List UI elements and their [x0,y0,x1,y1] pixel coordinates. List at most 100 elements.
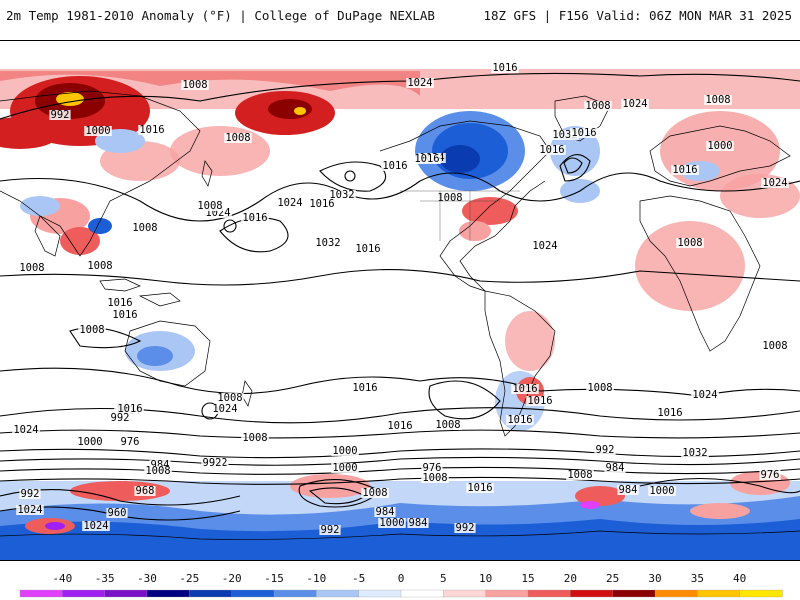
pressure-label-bg [201,458,223,468]
pressure-label: 984 [606,462,625,474]
pressure-label-bg [421,473,449,483]
legend-tick-label: -40 [52,572,72,585]
pressure-label: 1008 [87,260,112,272]
pressure-label-bg [82,521,110,531]
pressure-label: 1008 [362,487,387,499]
pressure-label-bg [381,161,409,171]
pressure-label: 984 [409,517,428,529]
legend-color-swatch [739,589,783,598]
legend-tick-label: -10 [306,572,326,585]
pressure-label-bg [584,101,612,111]
pressure-label-bg [116,404,144,414]
legend-color-swatch [62,589,106,598]
pressure-label-bg [308,199,336,209]
legend-color-swatch [654,589,698,598]
pressure-label-bg [407,518,429,528]
pressure-label: 1016 [507,414,532,426]
pressure-label: 1016 [355,243,380,255]
pressure-label: 1024 [13,424,38,436]
pressure-label-bg [671,165,699,175]
anomaly-map[interactable]: 1016 1024 1008 992 1000 1016 1008 1024 1032 1016 1… [0,41,800,560]
legend-color-swatch [485,589,529,598]
pressure-label-bg [466,483,494,493]
pressure-label-bg [617,485,639,495]
legend-tick-label: -15 [264,572,284,585]
legend-color-swatch [316,589,360,598]
pressure-label-bg [648,486,676,496]
pressure-label: 992 [456,522,475,534]
pressure-label-bg [109,413,131,423]
pressure-label-bg [78,325,106,335]
pressure-label-bg [691,390,719,400]
pressure-label: 1016 [527,395,552,407]
pressure-label-bg [621,99,649,109]
pressure-label-bg [538,145,566,155]
pressure-label: 1016 [672,164,697,176]
pressure-label-bg [16,505,44,515]
pressure-label: 1024 [407,77,432,89]
pressure-label-bg [594,445,616,455]
pressure-label: 992 [203,457,222,469]
pressure-label: 1000 [649,485,674,497]
pressure-label-bg [681,448,709,458]
pressure-label-bg [436,193,464,203]
pressure-label: 992 [596,444,615,456]
legend-tick-label: -30 [137,572,157,585]
pressure-label: 984 [376,506,395,518]
pressure-label-bg [566,470,594,480]
pressure-label-bg [49,110,71,120]
pressure-label-bg [704,95,732,105]
pressure-label-bg [331,463,359,473]
pressure-label: 1024 [17,504,42,516]
legend-tick-label: -20 [222,572,242,585]
pressure-label-bg [84,126,112,136]
legend-tick-label: 30 [648,572,661,585]
map-panel[interactable]: 1016 1024 1008 992 1000 1016 1008 1024 1032 1016 1… [0,40,800,561]
pressure-label: 1008 [242,432,267,444]
legend-color-swatch [400,589,444,598]
pressure-label-bg [526,396,554,406]
legend-color-swatch [697,589,741,598]
pressure-label-bg [19,489,41,499]
pressure-label-bg [241,213,269,223]
pressure-label: 1008 [585,100,610,112]
pressure-label: 1024 [277,197,302,209]
pressure-label-bg [413,154,441,164]
legend-tick-label: -5 [352,572,365,585]
pressure-label: 1016 [382,160,407,172]
pressure-label: 1024 [622,98,647,110]
pressure-label-bg [351,383,379,393]
pressure-label: 1008 [437,192,462,204]
pressure-label-bg [570,128,598,138]
pressure-label: 1016 [539,144,564,156]
pressure-label: 1008 [435,419,460,431]
pressure-label: 1016 [117,403,142,415]
pressure-label: 992 [21,488,40,500]
pressure-label-bg [378,518,406,528]
legend-color-swatch [189,589,233,598]
legend-color-swatch [443,589,487,598]
pressure-label: 1016 [352,382,377,394]
legend-tick-label: 20 [564,572,577,585]
legend-tick-label: -25 [179,572,199,585]
pressure-label-bg [706,141,734,151]
pressure-label: 1000 [332,462,357,474]
pressure-labels: 1016 1024 1008 992 1000 1016 1008 1024 1032 1016 1… [12,62,789,536]
pressure-label: 992 [51,109,70,121]
pressure-label: 992 [321,524,340,536]
pressure-label-bg [138,125,166,135]
pressure-label: 1016 [657,407,682,419]
pressure-label-bg [204,208,232,218]
pressure-label: 1032 [682,447,707,459]
pressure-label-bg [319,525,341,535]
legend-color-swatch [19,589,63,598]
legend-color-swatch [273,589,317,598]
pressure-label-bg [374,507,396,517]
legend-tick-label: 35 [691,572,704,585]
pressure-label: 1000 [379,517,404,529]
pressure-label-bg [656,408,684,418]
pressure-label-bg [241,433,269,443]
pressure-label: 1032 [329,189,354,201]
pressure-label-bg [759,470,781,480]
color-scale-legend: -40 -35 -30 -25 -20 -15 -10 -5 0 5 10 15 20 25 30 35 40 [19,572,783,598]
